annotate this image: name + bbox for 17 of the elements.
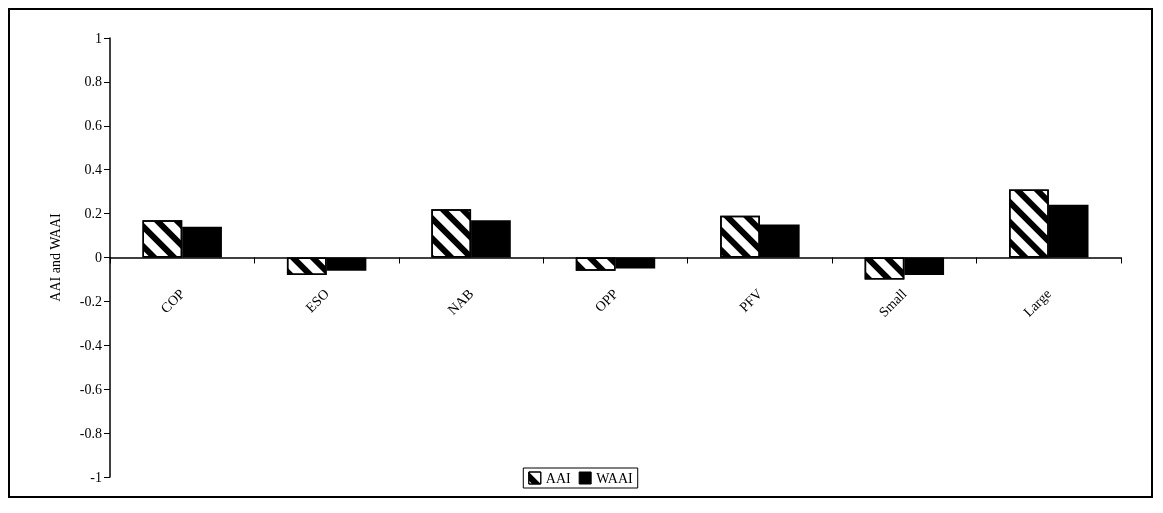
y-tick-label: 0.6 xyxy=(84,118,102,134)
x-tick-label: ESO xyxy=(302,286,332,316)
y-tick-label: 0 xyxy=(95,250,102,265)
y-tick-label: 0.8 xyxy=(84,74,102,90)
y-tick-label: 1 xyxy=(95,30,102,46)
y-tick-label: -0.6 xyxy=(79,381,102,397)
x-tick-label: COP xyxy=(157,286,188,317)
y-tick-label: -1 xyxy=(90,469,102,485)
x-tick-label: OPP xyxy=(592,286,621,315)
y-tick-label: 0.4 xyxy=(84,162,102,178)
legend-label: WAAI xyxy=(596,470,634,486)
y-tick-label: -0.8 xyxy=(79,425,102,441)
legend-label: AAI xyxy=(545,470,572,486)
y-tick-label: -0.4 xyxy=(79,337,102,353)
y-tick-label: 0.2 xyxy=(84,206,102,222)
y-axis-title: AAI and WAAI xyxy=(47,212,63,302)
y-tick-label: -0.2 xyxy=(79,293,102,309)
